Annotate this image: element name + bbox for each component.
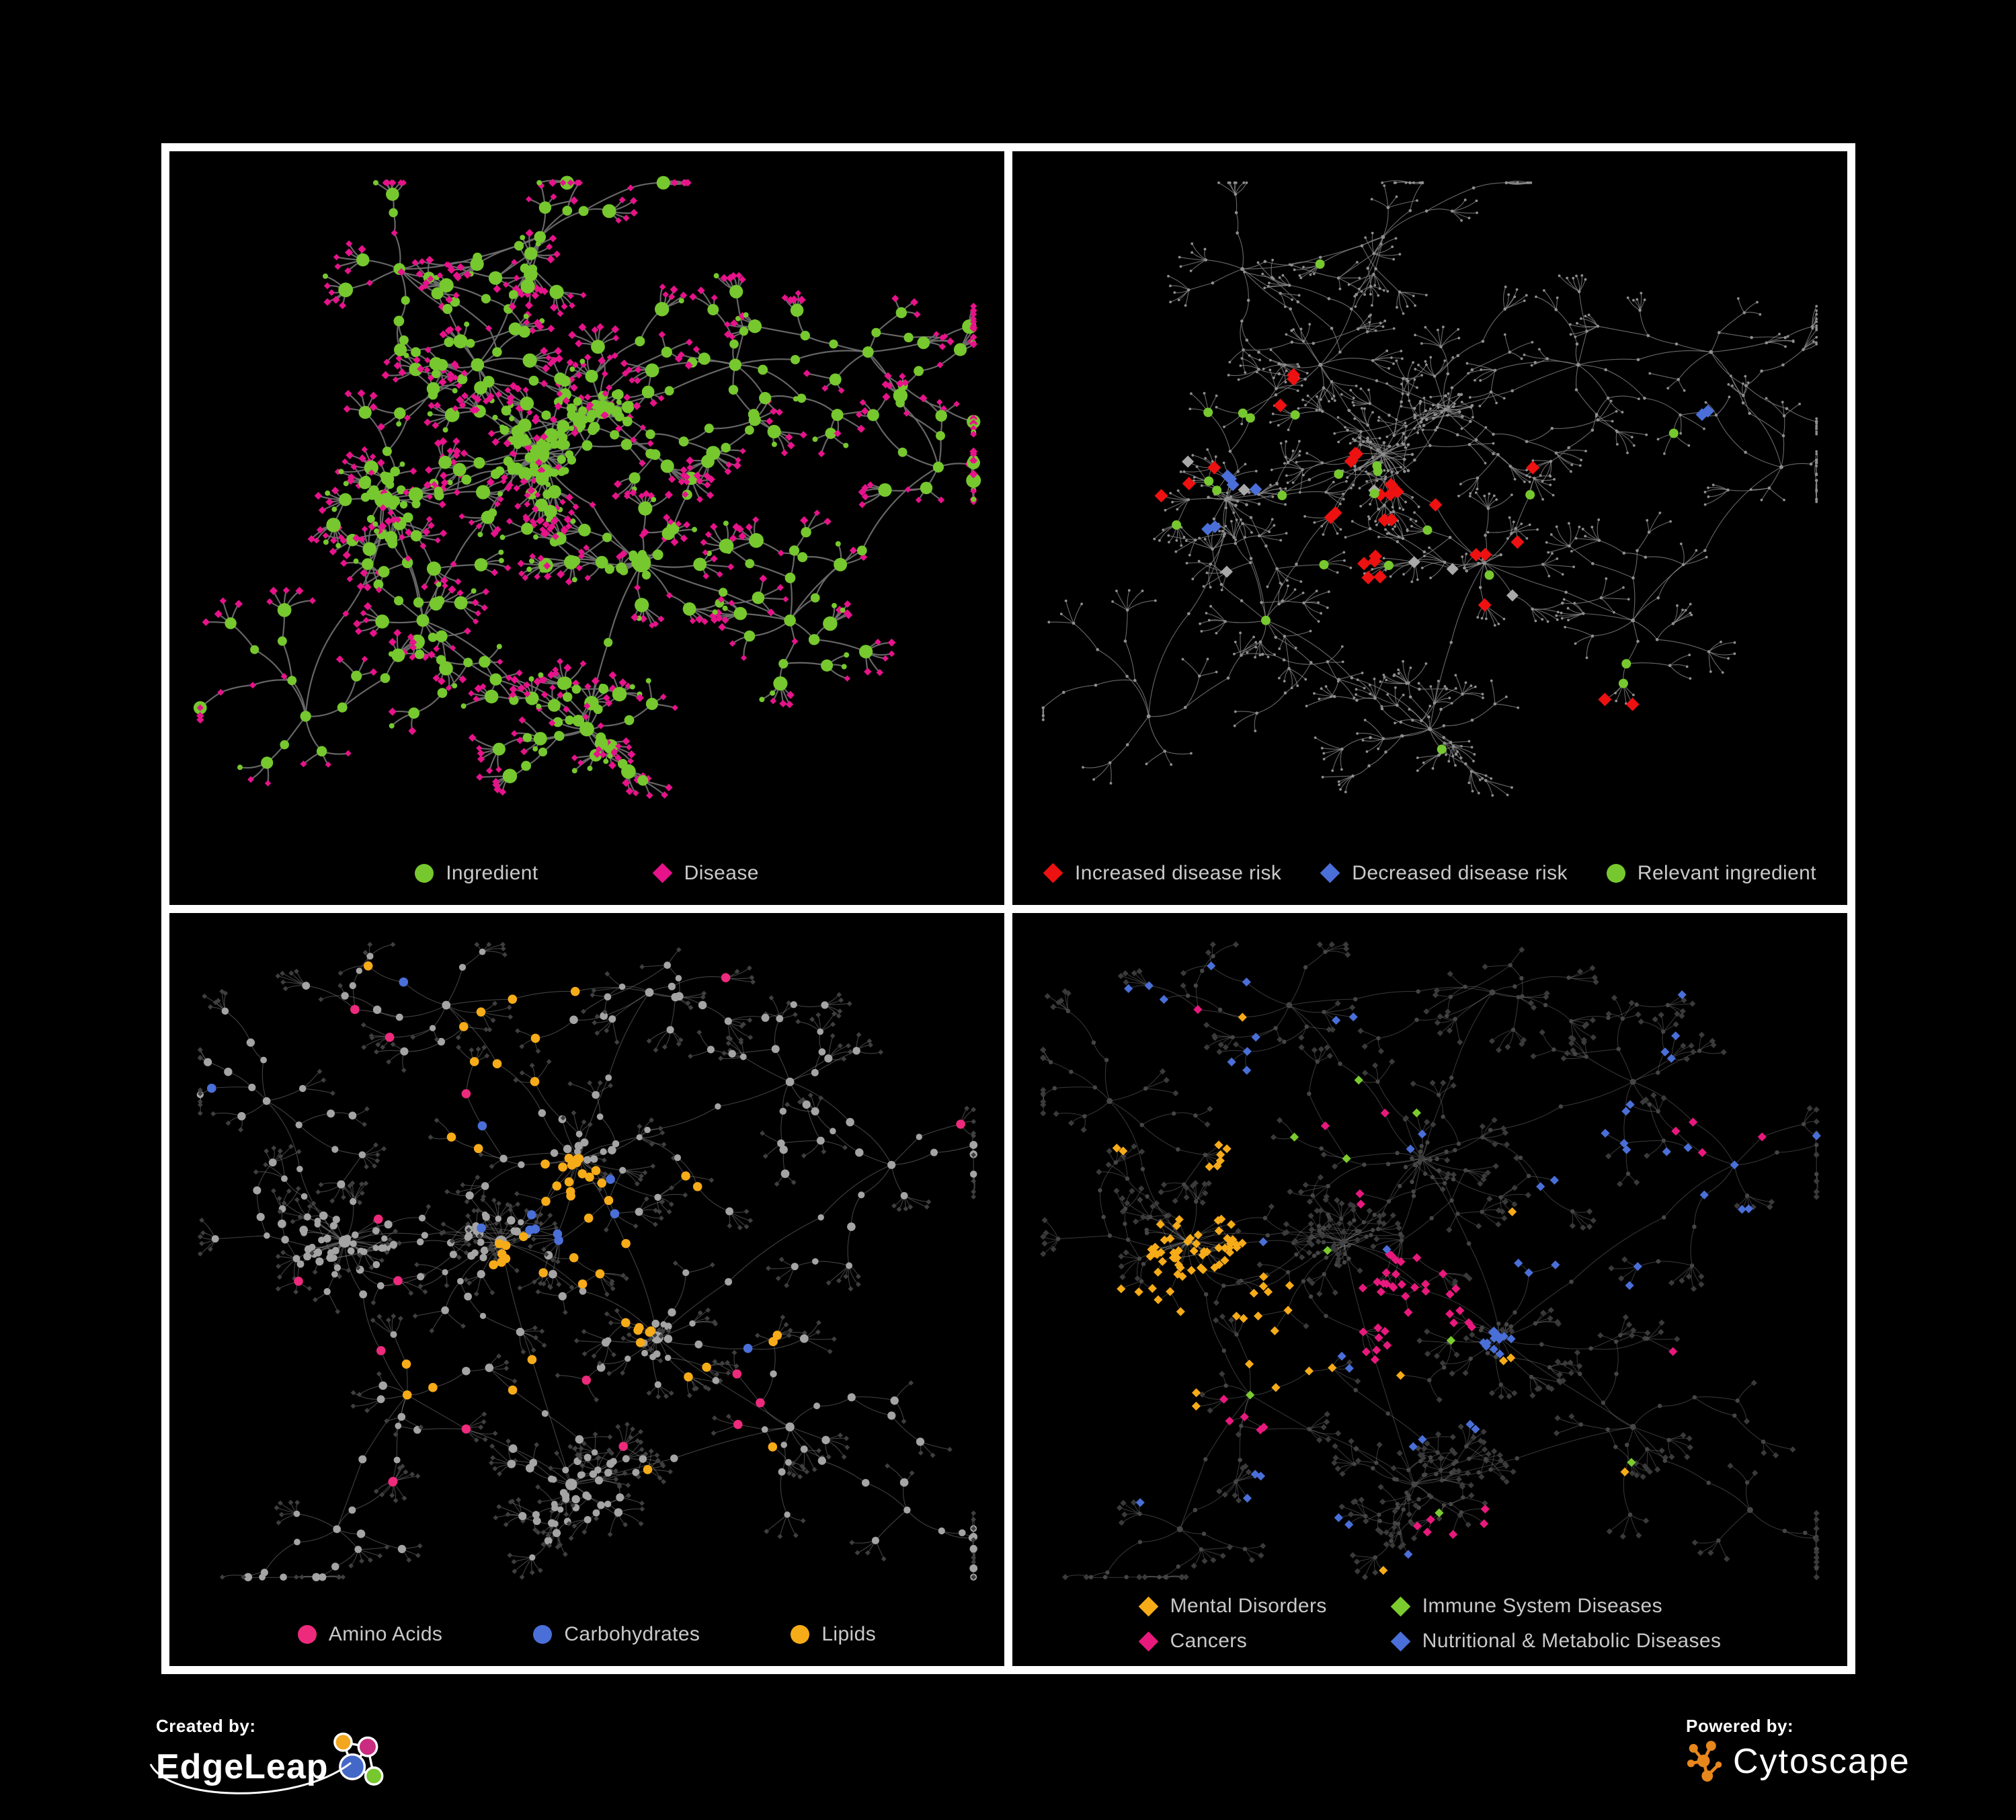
legend-item-immune-system-diseases: Immune System Diseases [1390, 1595, 1722, 1618]
edgeleap-branding: Created by: EdgeLeap [149, 1716, 388, 1794]
powered-by-label: Powered by: [1686, 1716, 1794, 1736]
panel-legend-3: Mental Disorders Immune System Diseases Ca… [1012, 1595, 1847, 1653]
panel-top-right: Increased disease risk Decreased disease … [1012, 151, 1847, 905]
legend-label: Cancers [1170, 1630, 1248, 1652]
legend-item-relevant-ingredient: Relevant ingredient [1606, 861, 1816, 885]
cytoscape-branding: Powered by: Cytoscape [1686, 1716, 1910, 1784]
cytoscape-logo-icon [1687, 1741, 1722, 1782]
legend-item-lipids: Lipids [791, 1623, 876, 1646]
legend-swatch-diamond [1390, 1596, 1411, 1616]
legend-label: Nutritional & Metabolic Diseases [1422, 1630, 1722, 1652]
panel-bottom-left: Amino Acids Carbohydrates Lipids [169, 912, 1004, 1666]
legend-label: Amino Acids [328, 1623, 443, 1645]
legend-swatch-diamond [1043, 863, 1063, 883]
panel-top-left: Ingredient Disease [169, 151, 1004, 905]
legend-item-disease: Disease [652, 861, 759, 885]
cytoscape-wordmark: Cytoscape [1733, 1742, 1910, 1781]
legend-item-carbohydrates: Carbohydrates [533, 1623, 700, 1646]
panel-legend-1: Increased disease risk Decreased disease … [1012, 862, 1847, 885]
legend-label: Immune System Diseases [1422, 1595, 1662, 1617]
legend-swatch-circle [1606, 863, 1625, 883]
legend-item-ingredient: Ingredient [415, 862, 538, 885]
legend-swatch-diamond [1138, 1596, 1158, 1616]
panel-legend-0: Ingredient Disease [169, 862, 1004, 885]
legend-label: Decreased disease risk [1352, 861, 1568, 884]
legend-swatch-diamond [1320, 863, 1340, 883]
created-by-label: Created by: [156, 1716, 256, 1736]
legend-item-mental-disorders: Mental Disorders [1138, 1595, 1327, 1618]
panel-bottom-right: Mental Disorders Immune System Diseases Ca… [1012, 912, 1847, 1666]
legend-swatch-circle [415, 863, 434, 883]
legend-label: Ingredient [446, 861, 538, 884]
legend-swatch-circle [791, 1625, 810, 1644]
network-canvas-disease-classes [1040, 941, 1821, 1580]
network-canvas-ingredient-disease [193, 175, 981, 799]
legend-swatch-diamond [652, 863, 672, 883]
legend-item-decreased-disease-risk: Decreased disease risk [1320, 862, 1568, 885]
legend-item-nutritional-metabolic-diseases: Nutritional & Metabolic Diseases [1390, 1630, 1722, 1653]
legend-label: Lipids [821, 1623, 877, 1645]
legend-swatch-circle [533, 1625, 553, 1644]
edgeleap-wordmark: EdgeLeap [156, 1747, 329, 1786]
network-canvas-disease-risk [1041, 180, 1818, 797]
legend-label: Mental Disorders [1170, 1595, 1327, 1617]
edgeleap-logo-icon [333, 1733, 383, 1786]
legend-item-increased-disease-risk: Increased disease risk [1043, 862, 1281, 885]
legend-label: Disease [684, 861, 759, 884]
panel-grid: Ingredient Disease Increased disease risk… [161, 143, 1855, 1674]
legend-item-cancers: Cancers [1138, 1630, 1327, 1653]
legend-swatch-diamond [1390, 1631, 1411, 1651]
legend-label: Carbohydrates [564, 1623, 700, 1645]
network-canvas-compound-classes [196, 941, 978, 1581]
legend-label: Relevant ingredient [1637, 861, 1816, 884]
legend-label: Increased disease risk [1075, 861, 1282, 884]
panel-legend-2: Amino Acids Carbohydrates Lipids [169, 1623, 1004, 1646]
legend-swatch-circle [297, 1625, 317, 1644]
legend-swatch-diamond [1138, 1631, 1158, 1651]
legend-item-amino-acids: Amino Acids [297, 1623, 443, 1646]
